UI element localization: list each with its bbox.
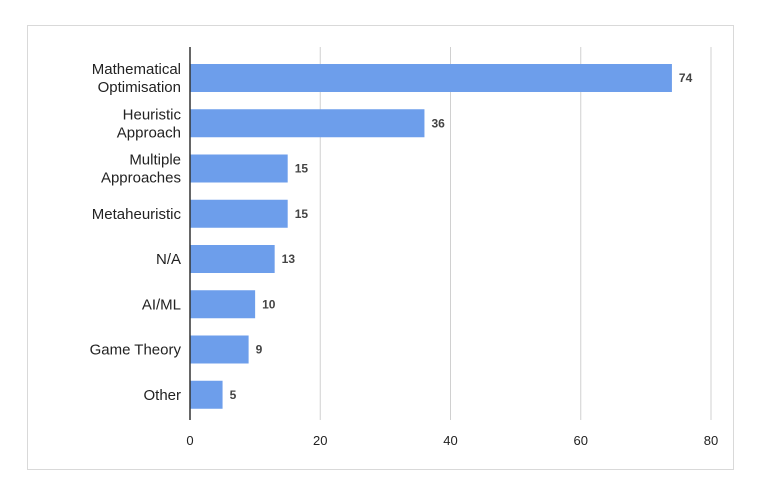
category-label: Game Theory — [90, 342, 182, 359]
x-tick-label: 80 — [704, 433, 718, 448]
category-label: Other — [143, 387, 181, 404]
data-label: 15 — [295, 207, 309, 221]
bar — [190, 109, 425, 138]
category-label: AI/ML — [142, 296, 181, 313]
bar — [190, 290, 256, 319]
category-label: Heuristic Approach — [117, 106, 182, 141]
category-label: Multiple Approaches — [101, 152, 181, 187]
data-label: 9 — [256, 343, 263, 357]
bar — [190, 335, 249, 364]
data-label: 10 — [262, 297, 276, 311]
data-label: 36 — [431, 116, 445, 130]
data-label: 13 — [282, 252, 296, 266]
data-label: 74 — [679, 71, 693, 85]
x-tick-label: 60 — [574, 433, 588, 448]
x-tick-label: 40 — [443, 433, 457, 448]
bar — [190, 199, 288, 228]
category-label: Metaheuristic — [92, 206, 182, 223]
bar — [190, 154, 288, 183]
category-label: Mathematical Optimisation — [92, 61, 181, 96]
x-tick-label: 0 — [186, 433, 193, 448]
category-label: N/A — [156, 251, 181, 268]
bar — [190, 380, 223, 409]
x-tick-label: 20 — [313, 433, 327, 448]
chart-frame — [27, 25, 734, 470]
data-label: 5 — [230, 388, 237, 402]
bar — [190, 245, 275, 273]
data-label: 15 — [295, 162, 309, 176]
bar — [190, 64, 672, 92]
